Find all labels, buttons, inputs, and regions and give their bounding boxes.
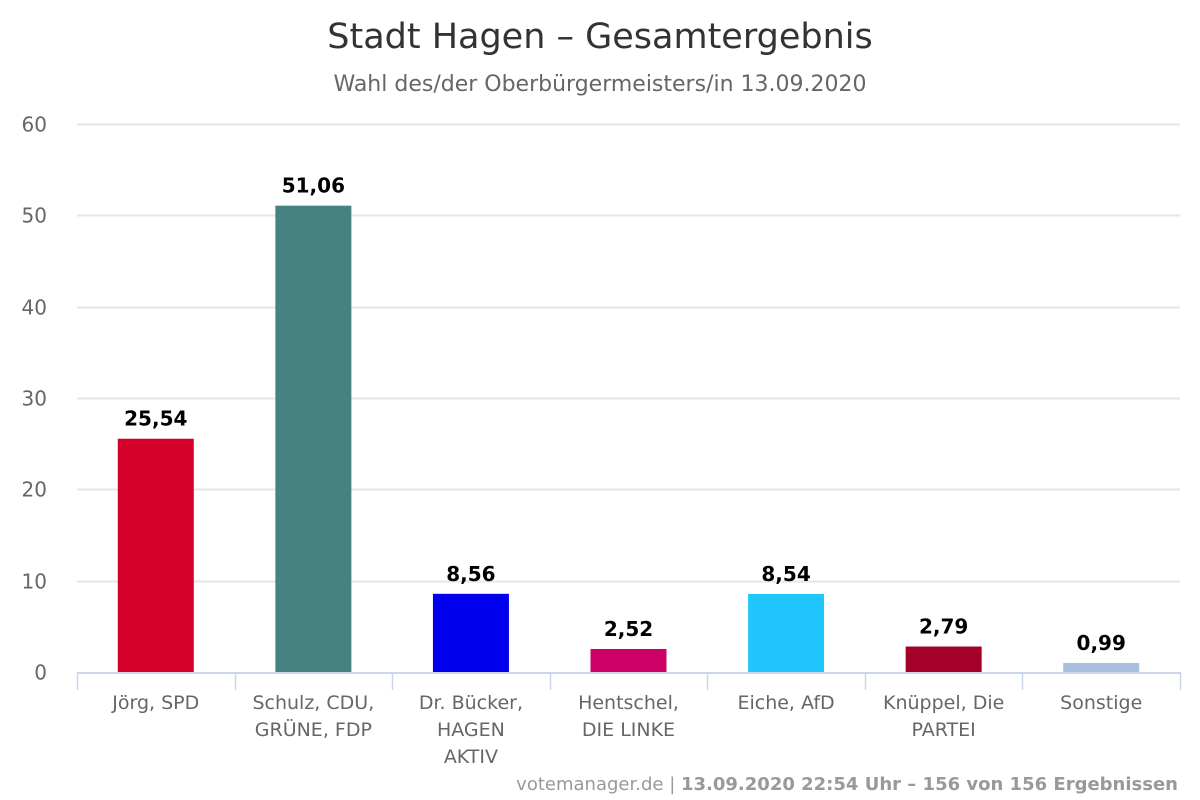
x-tick-label: Sonstige [1060, 692, 1142, 714]
y-tick-label: 50 [22, 204, 47, 228]
x-tick-label-line: DIE LINKE [582, 719, 675, 741]
data-label: 2,79 [919, 615, 968, 639]
x-axis: Jörg, SPD Schulz, CDU, GRÜNE, FDP Dr. Bücke… [76, 672, 1182, 768]
credits-separator: | [669, 774, 675, 795]
x-tick-label-line: Schulz, CDU, [252, 692, 374, 714]
x-tick-label-line: Eiche, AfD [737, 692, 834, 714]
x-tick-label-line: GRÜNE, FDP [255, 718, 372, 741]
gridlines [77, 123, 1180, 583]
chart-subtitle: Wahl des/der Oberbürgermeisters/in 13.09… [333, 72, 866, 97]
x-tick-label: Dr. Bücker, HAGEN AKTIV [419, 692, 523, 768]
credits-site[interactable]: votemanager.de [516, 774, 663, 795]
x-tick-label-line: Jörg, SPD [111, 692, 199, 714]
x-tick-label-line: Knüppel, Die [883, 692, 1004, 714]
x-tick-label: Hentschel, DIE LINKE [578, 692, 679, 741]
data-label: 51,06 [282, 174, 345, 198]
bars [117, 205, 1140, 673]
x-tick-label: Schulz, CDU, GRÜNE, FDP [252, 692, 374, 741]
credits-detail: 13.09.2020 22:54 Uhr – 156 von 156 Ergeb… [681, 774, 1178, 795]
y-axis: 0 10 20 30 40 50 60 [22, 113, 47, 685]
y-tick-label: 0 [34, 661, 47, 685]
bar[interactable] [748, 594, 825, 672]
bar[interactable] [905, 646, 982, 672]
y-tick-label: 20 [22, 478, 47, 502]
data-label: 25,54 [124, 407, 187, 431]
data-label: 0,99 [1077, 631, 1126, 655]
x-tick-label: Knüppel, Die PARTEI [883, 692, 1004, 741]
y-tick-label: 40 [22, 296, 47, 320]
y-tick-label: 60 [22, 113, 47, 137]
x-tick-label-line: Sonstige [1060, 692, 1142, 714]
x-tick-label: Eiche, AfD [737, 692, 834, 714]
y-tick-label: 10 [22, 570, 47, 594]
x-tick-label-line: Hentschel, [578, 692, 679, 714]
data-labels: 25,54 51,06 8,56 2,52 8,54 2,79 0,99 [124, 174, 1126, 655]
bar[interactable] [117, 438, 194, 672]
bar[interactable] [1063, 662, 1140, 672]
chart-title: Stadt Hagen – Gesamtergebnis [327, 17, 872, 57]
x-tick-label: Jörg, SPD [111, 692, 199, 714]
data-label: 8,56 [446, 562, 495, 586]
data-label: 8,54 [761, 562, 810, 586]
credits[interactable]: votemanager.de | 13.09.2020 22:54 Uhr – … [516, 774, 1178, 795]
x-tick-label-line: AKTIV [444, 746, 498, 768]
x-tick-label-line: Dr. Bücker, [419, 692, 523, 714]
x-tick-label-line: PARTEI [912, 719, 976, 741]
data-label: 2,52 [604, 617, 653, 641]
bar[interactable] [432, 593, 509, 672]
x-tick-label-line: HAGEN [437, 719, 505, 741]
bar[interactable] [590, 648, 667, 672]
y-tick-label: 30 [22, 387, 47, 411]
bar[interactable] [275, 205, 352, 673]
